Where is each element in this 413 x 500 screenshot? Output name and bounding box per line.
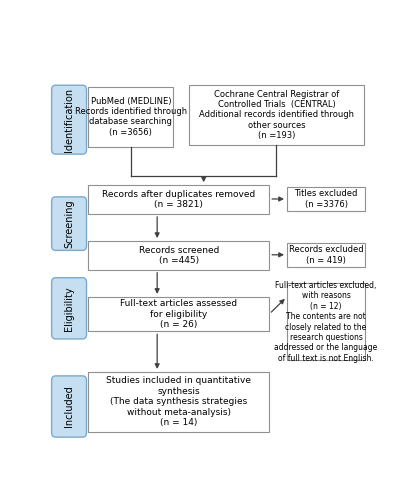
Text: Records excluded
(n = 419): Records excluded (n = 419) — [289, 245, 363, 264]
FancyBboxPatch shape — [88, 241, 269, 270]
FancyBboxPatch shape — [88, 372, 269, 432]
FancyBboxPatch shape — [287, 187, 366, 211]
Text: Identification: Identification — [64, 88, 74, 152]
FancyBboxPatch shape — [287, 243, 366, 266]
Text: Eligibility: Eligibility — [64, 286, 74, 331]
FancyBboxPatch shape — [52, 197, 86, 250]
Text: Screening: Screening — [64, 200, 74, 248]
FancyBboxPatch shape — [52, 376, 86, 437]
Text: Studies included in quantitative
synthesis
(The data synthesis strategies
withou: Studies included in quantitative synthes… — [107, 376, 252, 427]
FancyBboxPatch shape — [287, 284, 366, 360]
FancyBboxPatch shape — [88, 185, 269, 214]
Text: PubMed (MEDLINE)
Records identified through
database searching
(n =3656): PubMed (MEDLINE) Records identified thro… — [75, 96, 187, 137]
FancyBboxPatch shape — [52, 278, 86, 339]
Text: Full-text articles assessed
for eligibility
(n = 26): Full-text articles assessed for eligibil… — [120, 299, 237, 329]
Text: Full-text articles excluded,
with reasons
(n = 12)
The contents are not
closely : Full-text articles excluded, with reason… — [275, 281, 378, 362]
Text: Cochrane Central Registrar of
Controlled Trials  (CENTRAL)
Additional records id: Cochrane Central Registrar of Controlled… — [199, 90, 354, 140]
Text: Records after duplicates removed
(n = 3821): Records after duplicates removed (n = 38… — [102, 190, 256, 210]
Text: Included: Included — [64, 386, 74, 428]
Text: Records screened
(n =445): Records screened (n =445) — [139, 246, 219, 265]
FancyBboxPatch shape — [88, 87, 173, 146]
FancyBboxPatch shape — [52, 85, 86, 154]
FancyBboxPatch shape — [88, 297, 269, 332]
FancyBboxPatch shape — [189, 85, 364, 144]
Text: Titles excluded
(n =3376): Titles excluded (n =3376) — [294, 190, 358, 208]
